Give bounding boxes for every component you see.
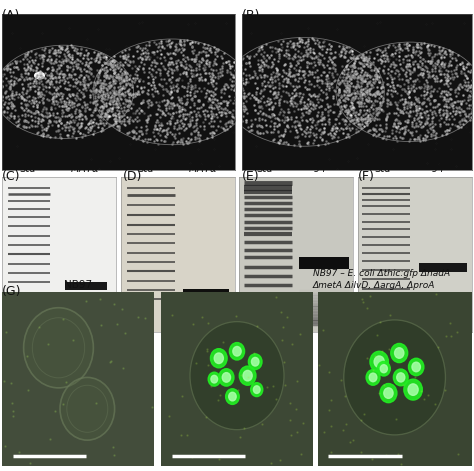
Circle shape	[408, 384, 418, 395]
Circle shape	[248, 354, 262, 370]
Circle shape	[60, 377, 115, 440]
Circle shape	[190, 322, 284, 430]
Circle shape	[226, 389, 239, 405]
Circle shape	[229, 342, 245, 360]
Text: Std: Std	[19, 164, 36, 174]
Circle shape	[384, 388, 393, 398]
Circle shape	[208, 372, 220, 386]
Circle shape	[377, 361, 390, 376]
Circle shape	[380, 365, 387, 373]
Circle shape	[24, 308, 93, 388]
Circle shape	[394, 348, 404, 358]
Circle shape	[370, 351, 389, 372]
Circle shape	[210, 349, 227, 368]
Text: $MAT\alpha$: $MAT\alpha$	[188, 162, 218, 174]
Text: NB97 – E. coli Δthic:gfp ΔnadA
ΔmetA ΔilvD, ΔargA, ΔproA: NB97 – E. coli Δthic:gfp ΔnadA ΔmetA Δil…	[313, 269, 450, 290]
Circle shape	[222, 373, 230, 382]
Circle shape	[380, 383, 397, 403]
Circle shape	[243, 370, 252, 381]
Circle shape	[219, 369, 234, 386]
Bar	[419, 263, 467, 272]
Text: $gfp$: $gfp$	[312, 160, 330, 174]
Text: (A): (A)	[2, 9, 21, 23]
Circle shape	[35, 72, 45, 79]
Circle shape	[214, 353, 223, 364]
Text: $MAT\alpha$: $MAT\alpha$	[70, 162, 99, 174]
Circle shape	[211, 375, 218, 383]
Text: NB97: NB97	[64, 280, 92, 290]
Text: (D): (D)	[123, 170, 143, 183]
Circle shape	[404, 379, 422, 400]
Circle shape	[369, 373, 377, 382]
Circle shape	[391, 343, 408, 363]
Circle shape	[409, 358, 424, 376]
Text: (B): (B)	[242, 9, 260, 23]
Text: Std: Std	[138, 164, 154, 174]
Circle shape	[239, 366, 256, 385]
Circle shape	[397, 373, 405, 382]
Circle shape	[233, 347, 241, 356]
Circle shape	[374, 356, 384, 367]
Text: Std: Std	[256, 164, 273, 174]
Text: (E): (E)	[242, 170, 259, 183]
Circle shape	[393, 369, 408, 386]
Circle shape	[412, 362, 420, 372]
Text: (F): (F)	[358, 170, 375, 183]
Text: $gfp$: $gfp$	[431, 160, 448, 174]
Circle shape	[251, 357, 259, 366]
Circle shape	[344, 320, 446, 435]
Circle shape	[251, 382, 263, 397]
Bar	[183, 289, 229, 299]
Text: (G): (G)	[2, 285, 22, 298]
Circle shape	[254, 386, 260, 393]
Circle shape	[228, 392, 236, 401]
Text: Std: Std	[375, 164, 391, 174]
Bar	[299, 257, 348, 269]
Circle shape	[366, 370, 380, 385]
Text: (C): (C)	[2, 170, 21, 183]
Bar	[65, 282, 107, 291]
